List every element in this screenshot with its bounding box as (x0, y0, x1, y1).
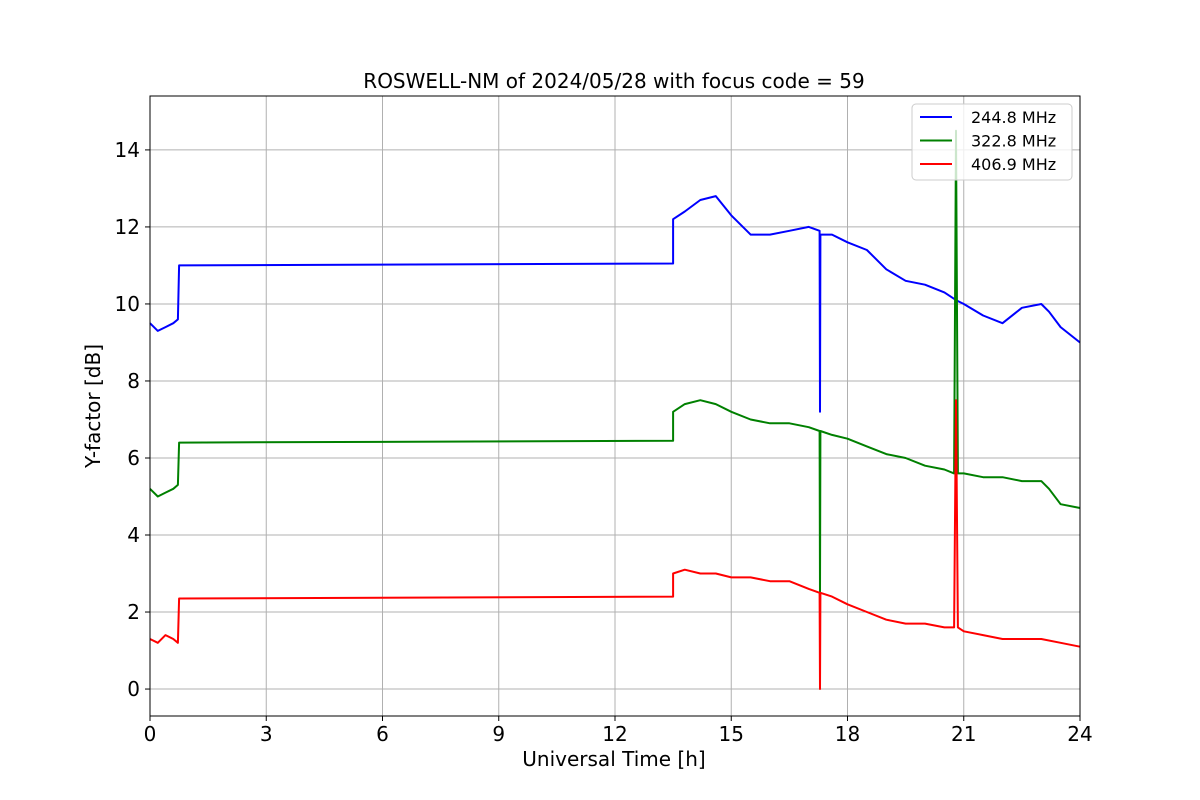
y-axis: 0 2 4 6 8 10 12 14 (115, 138, 150, 701)
y-axis-label: Y-factor [dB] (81, 344, 105, 469)
x-tick-label: 6 (376, 722, 389, 746)
x-tick-label: 0 (144, 722, 157, 746)
y-tick-label: 8 (127, 369, 140, 393)
series-line-1 (149, 195, 1081, 413)
x-tick-label: 15 (719, 722, 744, 746)
series-layer (149, 129, 1081, 690)
x-tick-label: 21 (951, 722, 976, 746)
series-line-2 (149, 129, 1081, 598)
x-tick-label: 12 (602, 722, 627, 746)
y-tick-label: 6 (127, 446, 140, 470)
y-tick-label: 12 (115, 215, 140, 239)
y-tick-label: 10 (115, 292, 140, 316)
legend-box (911, 103, 1073, 181)
x-tick-label: 9 (492, 722, 505, 746)
legend-label: 406.9 MHz (971, 155, 1056, 174)
y-tick-label: 4 (127, 523, 140, 547)
y-tick-label: 0 (127, 677, 140, 701)
x-tick-label: 3 (260, 722, 273, 746)
legend: 244.8 MHz 322.8 MHz 406.9 MHz (911, 103, 1073, 181)
legend-label: 322.8 MHz (971, 132, 1056, 151)
y-tick-label: 14 (115, 138, 140, 162)
x-axis-label: Universal Time [h] (522, 747, 705, 771)
x-tick-label: 24 (1067, 722, 1092, 746)
x-tick-label: 18 (835, 722, 860, 746)
series-line-3 (149, 399, 1081, 690)
x-axis: 0 3 6 9 12 15 18 21 24 (144, 716, 1093, 746)
y-tick-label: 2 (127, 600, 140, 624)
chart-title: ROSWELL-NM of 2024/05/28 with focus code… (363, 69, 864, 93)
grid (149, 96, 1081, 716)
legend-label: 244.8 MHz (971, 108, 1056, 127)
